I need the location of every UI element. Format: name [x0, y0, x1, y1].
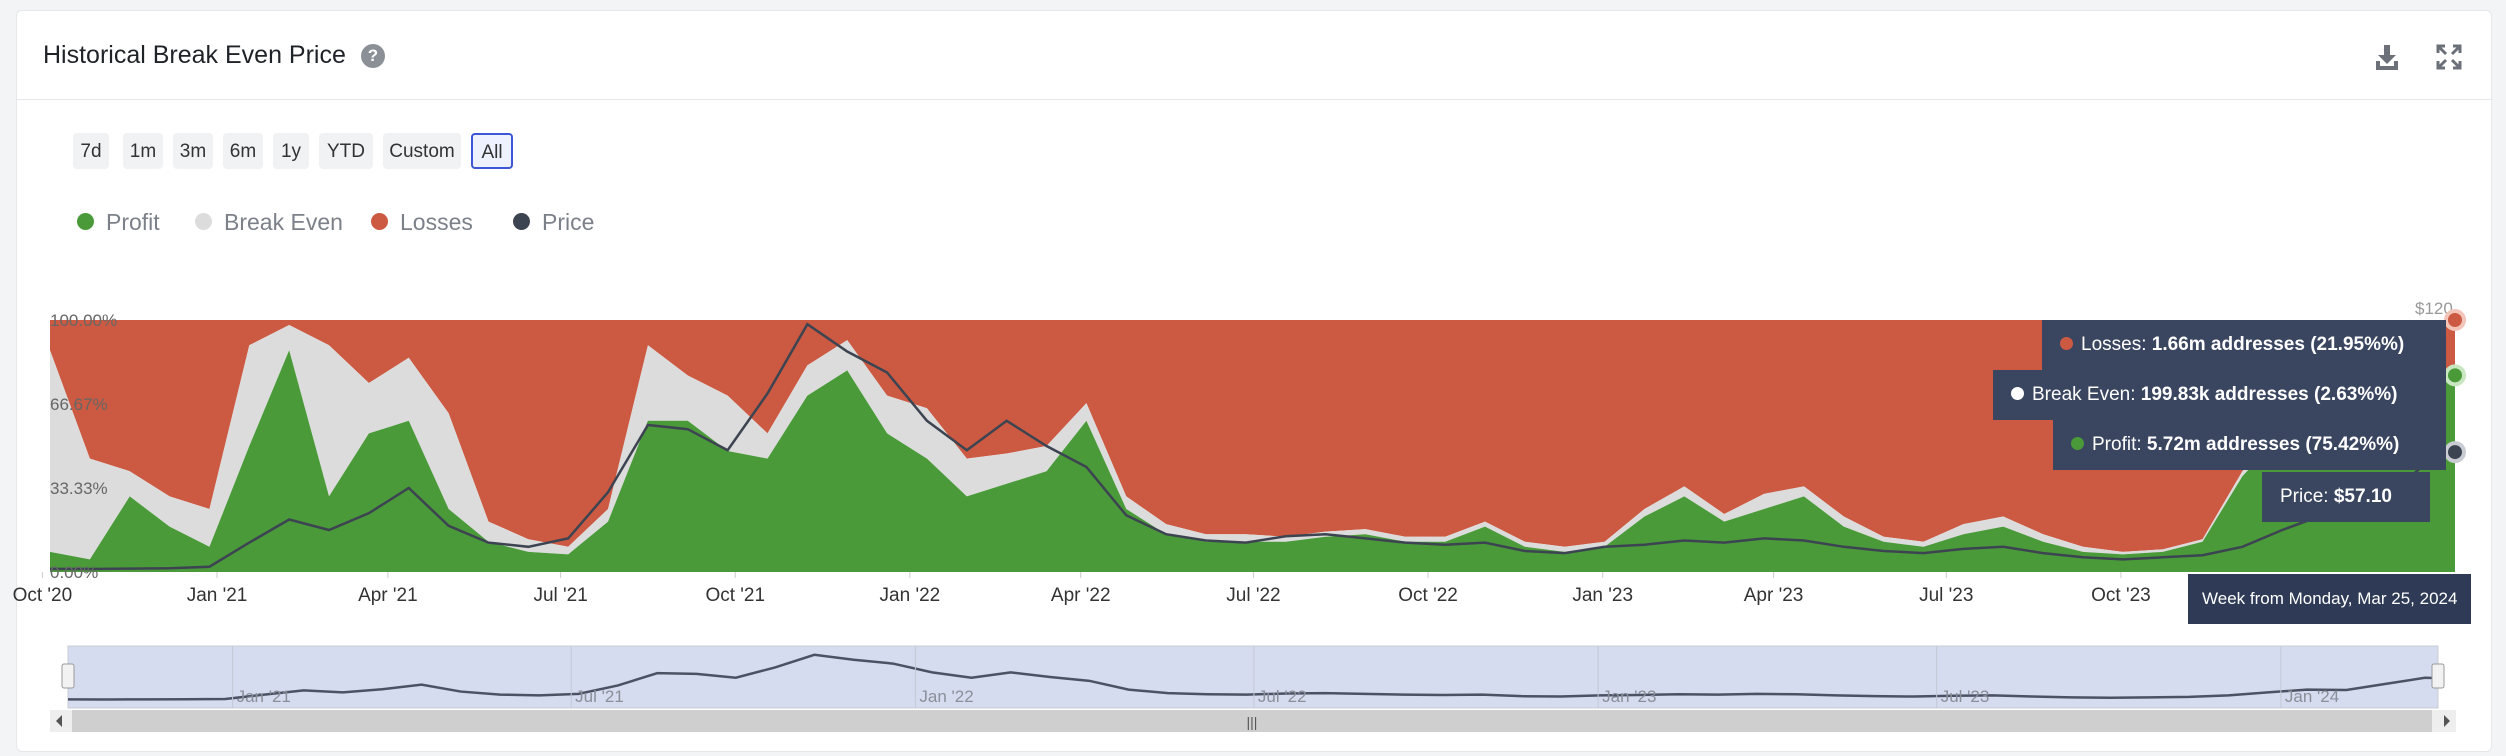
legend-item-price[interactable]: Price: [513, 209, 594, 236]
price-legend-dot: [513, 213, 530, 231]
legend-item-break-even[interactable]: Break Even: [195, 209, 343, 236]
range-button-6m[interactable]: 6m: [223, 133, 263, 169]
tooltip-value: 199.83k addresses (2.63%%): [2140, 384, 2398, 405]
legend-label: Break Even: [224, 209, 343, 235]
tooltip-break-even: Break Even: 199.83k addresses (2.63%%): [1993, 370, 2446, 420]
legend-label: Price: [542, 209, 595, 235]
question-circle-icon[interactable]: ?: [361, 44, 385, 68]
tooltip-value: 1.66m addresses (21.95%%): [2151, 334, 2405, 355]
range-button-ytd[interactable]: YTD: [319, 133, 373, 169]
tooltip-value: 5.72m addresses (75.42%%): [2146, 434, 2400, 455]
break-even-legend-dot: [195, 213, 212, 231]
profit-legend-dot: [77, 213, 94, 231]
tooltip-label: Profit:: [2092, 434, 2147, 455]
legend-label: Losses: [400, 209, 473, 235]
profit-tooltip-dot: [2071, 436, 2084, 450]
expand-icon[interactable]: [2431, 39, 2467, 75]
legend-label: Profit: [106, 209, 160, 235]
tooltip-price: Price: $57.10: [2262, 472, 2430, 522]
download-icon[interactable]: [2369, 39, 2405, 75]
tooltip-profit: Profit: 5.72m addresses (75.42%%): [2053, 420, 2446, 470]
tooltip-label: Price:: [2280, 486, 2334, 507]
card-header: Historical Break Even Price ?: [17, 11, 2491, 100]
tooltip-value: $57.10: [2333, 486, 2392, 507]
range-button-all[interactable]: All: [471, 133, 513, 169]
tooltip-label: Losses:: [2081, 334, 2152, 355]
range-button-1y[interactable]: 1y: [273, 133, 309, 169]
tooltip-label: Break Even:: [2032, 384, 2141, 405]
losses-legend-dot: [371, 213, 388, 231]
tooltip-week: Week from Monday, Mar 25, 2024: [2188, 574, 2472, 624]
legend-item-losses[interactable]: Losses: [371, 209, 473, 236]
range-button-7d[interactable]: 7d: [73, 133, 109, 169]
range-button-custom[interactable]: Custom: [383, 133, 461, 169]
break-even-tooltip-dot: [2011, 386, 2024, 400]
tooltip-losses: Losses: 1.66m addresses (21.95%%): [2042, 320, 2446, 370]
range-button-3m[interactable]: 3m: [173, 133, 213, 169]
legend-item-profit[interactable]: Profit: [77, 209, 160, 236]
page-title: Historical Break Even Price: [43, 41, 346, 69]
range-button-1m[interactable]: 1m: [123, 133, 163, 169]
losses-tooltip-dot: [2060, 336, 2073, 350]
